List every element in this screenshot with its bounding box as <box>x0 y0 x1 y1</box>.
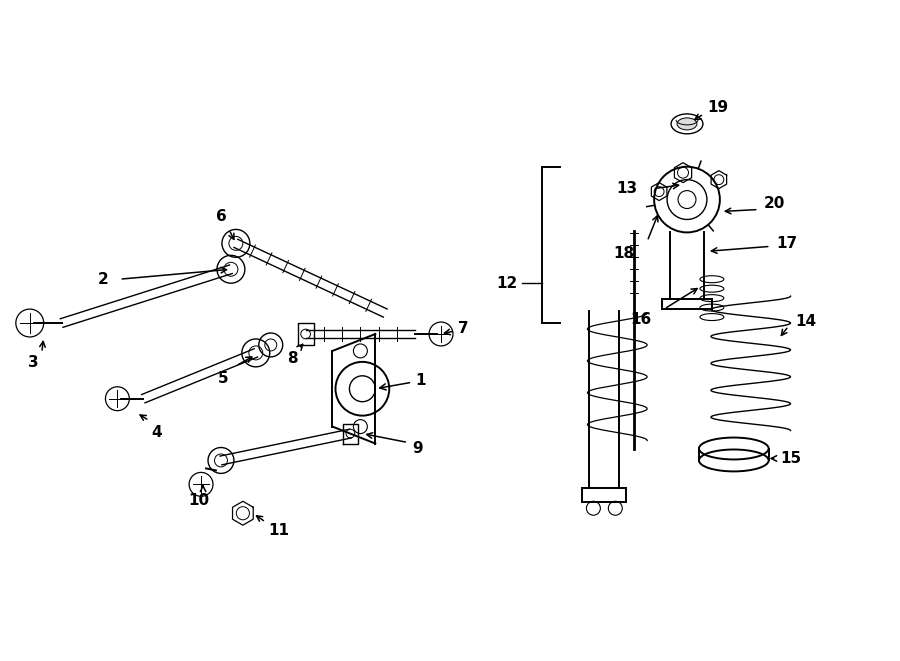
Text: 17: 17 <box>777 236 797 251</box>
Text: 15: 15 <box>780 451 802 466</box>
Text: 16: 16 <box>630 311 652 327</box>
Text: 3: 3 <box>29 356 39 370</box>
Text: 18: 18 <box>613 246 634 261</box>
Text: 14: 14 <box>796 313 816 329</box>
Text: 12: 12 <box>497 276 518 291</box>
Text: 7: 7 <box>458 321 469 336</box>
Text: 10: 10 <box>188 493 210 508</box>
Text: 19: 19 <box>706 100 728 116</box>
Text: 1: 1 <box>380 373 426 390</box>
Text: 2: 2 <box>98 272 109 287</box>
Text: 13: 13 <box>616 181 637 196</box>
Text: 8: 8 <box>287 352 298 366</box>
Text: 5: 5 <box>218 371 229 386</box>
Text: 6: 6 <box>216 209 226 224</box>
Text: 4: 4 <box>151 425 162 440</box>
Ellipse shape <box>677 118 697 130</box>
Text: 9: 9 <box>412 441 423 456</box>
Text: 20: 20 <box>764 196 785 211</box>
Text: 11: 11 <box>269 523 290 537</box>
